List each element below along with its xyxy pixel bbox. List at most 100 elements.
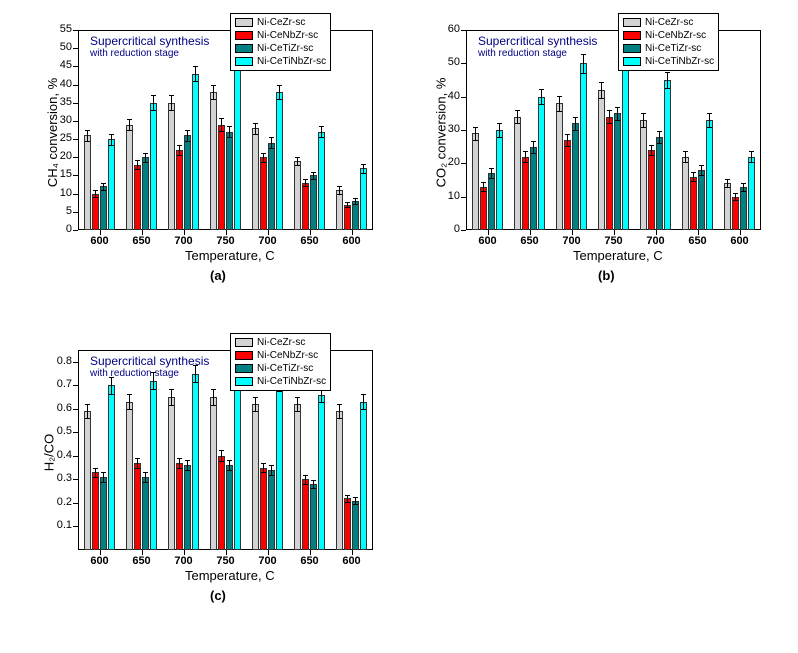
legend-swatch: [235, 31, 253, 40]
error-bar: [567, 134, 568, 146]
error-cap: [127, 130, 132, 131]
y-axis-label: CH₄ conversion, %: [45, 78, 60, 187]
error-bar: [145, 472, 146, 481]
chart-subtitle: with reduction stage: [478, 48, 567, 59]
error-cap: [85, 141, 90, 142]
chart-title: Supercritical synthesis: [478, 34, 597, 48]
error-bar: [111, 134, 112, 145]
error-cap: [531, 141, 536, 142]
error-cap: [143, 482, 148, 483]
error-cap: [361, 173, 366, 174]
y-tick: [73, 212, 78, 213]
error-cap: [269, 465, 274, 466]
bar: [276, 383, 283, 550]
error-cap: [539, 89, 544, 90]
error-bar: [297, 397, 298, 412]
error-bar: [751, 151, 752, 162]
error-cap: [749, 151, 754, 152]
x-tick-label: 650: [132, 235, 150, 247]
error-bar: [279, 85, 280, 100]
error-cap: [641, 113, 646, 114]
legend: Ni-CeZr-scNi-CeNbZr-scNi-CeTiZr-scNi-CeT…: [230, 333, 331, 391]
bar: [480, 187, 487, 230]
error-cap: [573, 130, 578, 131]
x-tick-label: 650: [300, 235, 318, 247]
error-cap: [101, 482, 106, 483]
legend-label: Ni-CeTiZr-sc: [257, 42, 313, 55]
error-cap: [361, 409, 366, 410]
error-bar: [221, 118, 222, 131]
bar: [656, 137, 663, 230]
chart-subtitle: with reduction stage: [90, 48, 179, 59]
y-tick: [73, 48, 78, 49]
legend-item: Ni-CeTiZr-sc: [235, 362, 326, 375]
error-bar: [103, 183, 104, 190]
error-cap: [127, 394, 132, 395]
bar: [192, 374, 199, 550]
error-cap: [741, 183, 746, 184]
y-tick: [73, 230, 78, 231]
error-cap: [135, 468, 140, 469]
legend-label: Ni-CeTiNbZr-sc: [645, 55, 714, 68]
y-tick-label: 10: [46, 187, 72, 199]
y-tick: [461, 63, 466, 64]
legend-label: Ni-CeNbZr-sc: [257, 349, 318, 362]
error-cap: [101, 190, 106, 191]
error-cap: [557, 111, 562, 112]
error-bar: [87, 404, 88, 418]
bar: [134, 165, 141, 230]
error-cap: [725, 179, 730, 180]
x-tick-label: 700: [646, 235, 664, 247]
x-tick-label: 700: [258, 555, 276, 567]
error-cap: [531, 153, 536, 154]
x-tick-label: 600: [342, 235, 360, 247]
y-tick: [461, 230, 466, 231]
error-cap: [337, 186, 342, 187]
error-bar: [195, 66, 196, 81]
y-tick: [73, 85, 78, 86]
legend-swatch: [235, 44, 253, 53]
y-tick: [461, 197, 466, 198]
bar: [360, 168, 367, 230]
bar: [294, 404, 301, 550]
error-bar: [339, 404, 340, 418]
error-cap: [151, 389, 156, 390]
error-cap: [497, 137, 502, 138]
legend-item: Ni-CeZr-sc: [623, 16, 714, 29]
error-cap: [253, 411, 258, 412]
error-cap: [303, 475, 308, 476]
y-tick: [73, 175, 78, 176]
error-cap: [185, 470, 190, 471]
bar: [522, 157, 529, 230]
error-cap: [177, 145, 182, 146]
y-tick-label: 0: [46, 223, 72, 235]
error-cap: [101, 183, 106, 184]
x-tick-label: 700: [174, 555, 192, 567]
error-cap: [227, 470, 232, 471]
error-cap: [295, 411, 300, 412]
y-tick: [73, 432, 78, 433]
x-tick-label: 600: [730, 235, 748, 247]
error-cap: [295, 397, 300, 398]
x-tick-label: 750: [216, 555, 234, 567]
x-tick-label: 750: [604, 235, 622, 247]
error-bar: [525, 151, 526, 162]
bar: [496, 130, 503, 230]
error-bar: [685, 151, 686, 162]
bar: [142, 157, 149, 230]
y-tick: [73, 526, 78, 527]
error-cap: [169, 95, 174, 96]
error-cap: [319, 137, 324, 138]
x-tick-label: 600: [90, 235, 108, 247]
error-cap: [85, 130, 90, 131]
x-tick-label: 650: [688, 235, 706, 247]
error-cap: [109, 134, 114, 135]
error-cap: [565, 146, 570, 147]
error-cap: [473, 140, 478, 141]
bar: [698, 170, 705, 230]
error-bar: [651, 145, 652, 156]
error-cap: [109, 394, 114, 395]
error-bar: [693, 172, 694, 181]
error-cap: [185, 460, 190, 461]
error-bar: [363, 394, 364, 409]
